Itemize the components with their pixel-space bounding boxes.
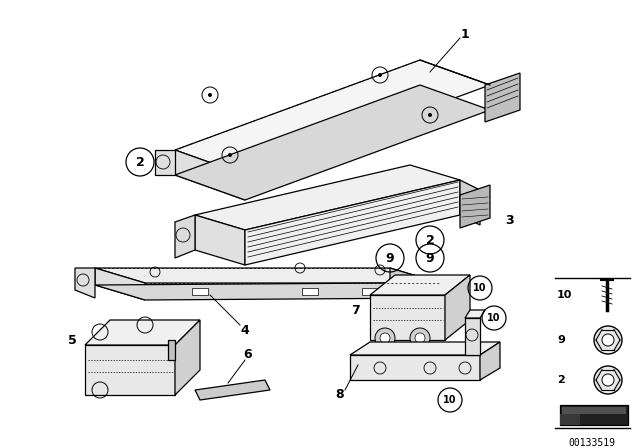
Text: 8: 8 bbox=[336, 388, 344, 401]
Text: 9: 9 bbox=[557, 335, 565, 345]
Polygon shape bbox=[390, 268, 440, 298]
Polygon shape bbox=[168, 340, 175, 360]
Polygon shape bbox=[370, 295, 445, 340]
Polygon shape bbox=[95, 283, 440, 300]
Text: 10: 10 bbox=[444, 395, 457, 405]
Text: 00133519: 00133519 bbox=[568, 438, 616, 448]
Polygon shape bbox=[245, 180, 460, 265]
Circle shape bbox=[208, 93, 212, 97]
Circle shape bbox=[375, 328, 395, 348]
Circle shape bbox=[428, 113, 432, 117]
Circle shape bbox=[594, 366, 622, 394]
Text: 1: 1 bbox=[461, 29, 469, 42]
Polygon shape bbox=[155, 150, 175, 175]
Text: 2: 2 bbox=[557, 375, 564, 385]
Text: 7: 7 bbox=[351, 303, 360, 316]
Polygon shape bbox=[370, 275, 470, 295]
Text: 10: 10 bbox=[557, 290, 572, 300]
Text: 2: 2 bbox=[136, 155, 145, 168]
Polygon shape bbox=[175, 215, 195, 258]
Polygon shape bbox=[175, 60, 490, 175]
Circle shape bbox=[228, 153, 232, 157]
Text: 5: 5 bbox=[68, 333, 76, 346]
Polygon shape bbox=[195, 380, 270, 400]
Polygon shape bbox=[302, 288, 318, 295]
Text: 9: 9 bbox=[386, 251, 394, 264]
Polygon shape bbox=[465, 310, 485, 318]
Polygon shape bbox=[460, 180, 480, 225]
Polygon shape bbox=[95, 268, 145, 300]
Polygon shape bbox=[175, 85, 490, 200]
Polygon shape bbox=[460, 185, 490, 228]
Polygon shape bbox=[350, 355, 480, 380]
Polygon shape bbox=[465, 318, 480, 355]
Text: 6: 6 bbox=[244, 349, 252, 362]
Polygon shape bbox=[85, 345, 175, 395]
Text: 3: 3 bbox=[506, 214, 515, 227]
Polygon shape bbox=[195, 215, 245, 265]
Polygon shape bbox=[405, 277, 440, 290]
Polygon shape bbox=[85, 320, 200, 345]
Polygon shape bbox=[175, 150, 245, 200]
Polygon shape bbox=[560, 405, 628, 425]
Text: 2: 2 bbox=[426, 233, 435, 246]
Polygon shape bbox=[75, 268, 95, 298]
Polygon shape bbox=[445, 275, 470, 340]
Circle shape bbox=[602, 334, 614, 346]
Polygon shape bbox=[480, 342, 500, 380]
Polygon shape bbox=[560, 414, 580, 425]
Polygon shape bbox=[485, 73, 520, 122]
Polygon shape bbox=[175, 320, 200, 395]
Circle shape bbox=[378, 73, 382, 77]
Polygon shape bbox=[95, 268, 440, 283]
Polygon shape bbox=[195, 165, 460, 230]
Polygon shape bbox=[192, 288, 208, 295]
Polygon shape bbox=[350, 342, 500, 355]
Text: 9: 9 bbox=[426, 251, 435, 264]
Text: 4: 4 bbox=[241, 323, 250, 336]
Circle shape bbox=[594, 326, 622, 354]
Text: 10: 10 bbox=[487, 313, 500, 323]
Polygon shape bbox=[562, 407, 626, 414]
Circle shape bbox=[602, 374, 614, 386]
Polygon shape bbox=[362, 288, 378, 295]
Circle shape bbox=[410, 328, 430, 348]
Circle shape bbox=[380, 333, 390, 343]
Text: 10: 10 bbox=[473, 283, 487, 293]
Circle shape bbox=[415, 333, 425, 343]
